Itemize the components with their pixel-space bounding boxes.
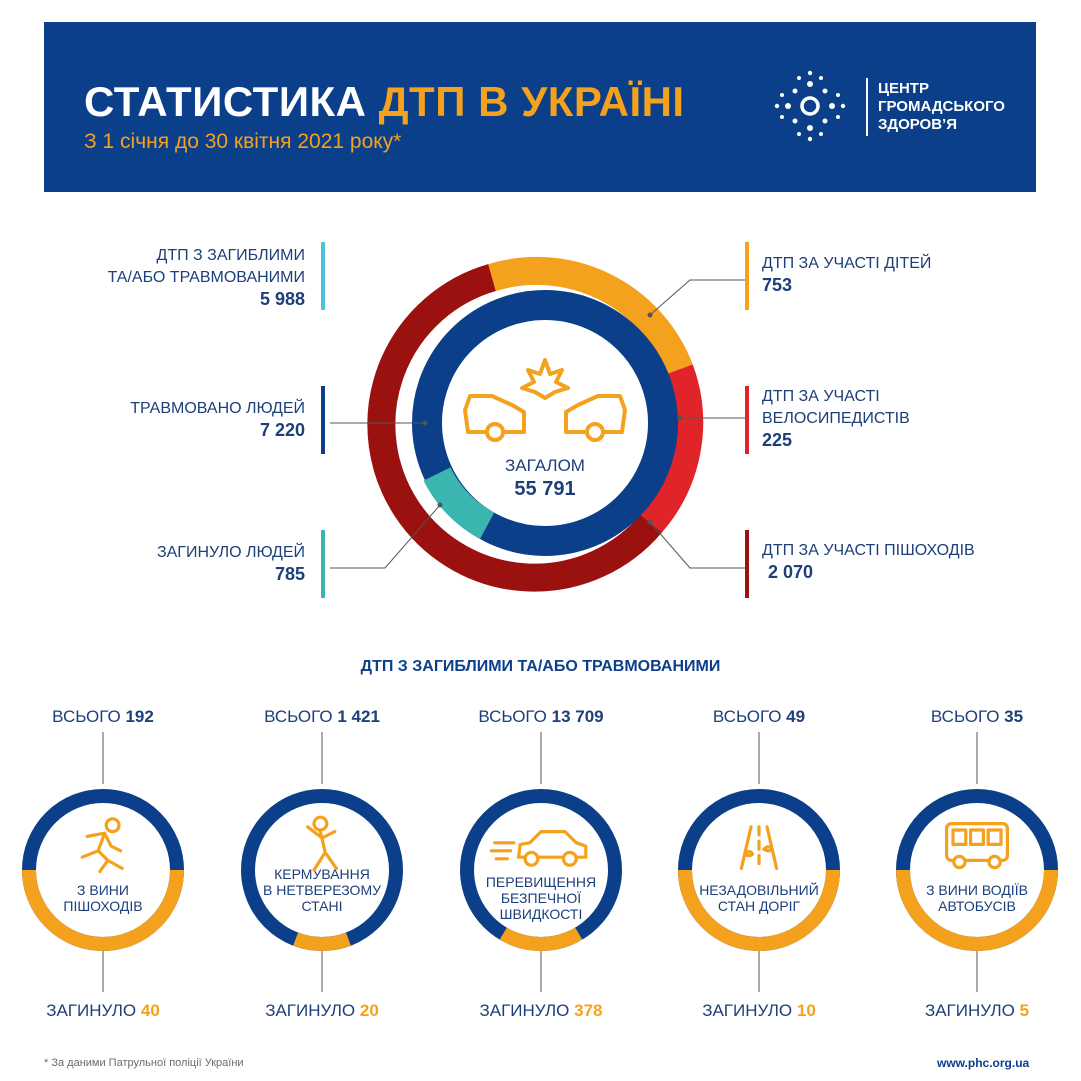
cause-killed: ЗАГИНУЛО 20: [265, 1001, 379, 1020]
cause-caption: З ВИНИ ВОДІЇВ АВТОБУСІВ: [926, 882, 1028, 914]
causes-graphics: [22, 732, 1058, 992]
cause-total: ВСЬОГО 13 709: [478, 707, 604, 726]
stat-injured: ТРАВМОВАНО ЛЮДЕЙ 7 220: [60, 398, 305, 441]
donut-center-value: 55 791: [514, 478, 576, 500]
stat-pedestrians: ДТП ЗА УЧАСТІ ПІШОХОДІВ 2 070: [762, 540, 1052, 583]
road-icon: [739, 825, 779, 871]
cause-killed: ЗАГИНУЛО 378: [479, 1001, 603, 1020]
stat-value: 2 070: [768, 562, 814, 582]
ring-segment-cyclists: [640, 364, 704, 533]
cause-total: ВСЬОГО 192: [52, 707, 154, 726]
cause-killed: ЗАГИНУЛО 10: [702, 1001, 816, 1020]
cause-caption: НЕЗАДОВІЛЬНИЙ СТАН ДОРІГ: [699, 882, 819, 914]
cause-fatal-arc: [678, 869, 840, 951]
ring-segment-killed: [423, 466, 495, 540]
cause-killed: ЗАГИНУЛО 40: [46, 1001, 160, 1020]
stat-label: ДТП ЗА УЧАСТІ ПІШОХОДІВ: [762, 542, 975, 559]
page-title: СТАТИСТИКА ДТП В УКРАЇНІ: [84, 78, 685, 125]
cause-caption: ПЕРЕВИЩЕННЯ БЕЗПЕЧНОЇ ШВИДКОСТІ: [485, 874, 597, 922]
car-crash-icon: [463, 358, 627, 442]
stat-cyclists: ДТП ЗА УЧАСТІ ВЕЛОСИПЕДИСТІВ 225: [762, 386, 1022, 451]
stat-label: ДТП ЗА УЧАСТІ ДІТЕЙ: [762, 255, 932, 272]
stat-children: ДТП ЗА УЧАСТІ ДІТЕЙ 753: [762, 253, 1022, 296]
donut-center: ЗАГАЛОМ 55 791: [470, 456, 620, 501]
stat-killed: ЗАГИНУЛО ЛЮДЕЙ 785: [60, 542, 305, 585]
stat-bar: [745, 386, 749, 454]
section-title: ДТП З ЗАГИБЛИМИ ТА/АБО ТРАВМОВАНИМИ: [360, 658, 721, 675]
cause-caption: КЕРМУВАННЯ В НЕТВЕРЕЗОМУ СТАНІ: [262, 866, 381, 914]
header-banner: [44, 22, 1036, 192]
bus-icon: [944, 821, 1010, 870]
cause-total: ВСЬОГО 1 421: [264, 707, 380, 726]
footnote: * За даними Патрульної поліції України: [44, 1057, 244, 1069]
stat-value: 7 220: [259, 420, 305, 440]
stat-value: 225: [762, 430, 793, 450]
drunk-person-icon: [305, 815, 339, 872]
ring-segment-children: [487, 256, 693, 375]
phc-logo-icon: [774, 70, 846, 142]
stat-label: ДТП З ЗАГИБЛИМИ ТА/АБО ТРАВМОВАНИМИ: [107, 247, 305, 286]
stat-bar: [321, 242, 325, 310]
stat-label: ДТП ЗА УЧАСТІ ВЕЛОСИПЕДИСТІВ: [762, 388, 910, 427]
logo-text: ЦЕНТР ГРОМАДСЬКОГО ЗДОРОВ’Я: [878, 80, 1005, 133]
cause-fatal-arc: [499, 927, 583, 951]
cause-ring: [460, 789, 622, 951]
stat-bar: [321, 386, 325, 454]
speeding-car-icon: [489, 829, 588, 867]
logo-divider: [866, 78, 868, 136]
stat-bar: [745, 530, 749, 598]
stat-killed-or-injured: ДТП З ЗАГИБЛИМИ ТА/АБО ТРАВМОВАНИМИ 5 98…: [60, 245, 305, 310]
stat-bar: [745, 242, 749, 310]
stat-label: ЗАГИНУЛО ЛЮДЕЙ: [156, 544, 305, 561]
stat-value: 5 988: [259, 289, 305, 309]
stat-value: 753: [762, 275, 793, 295]
stat-label: ТРАВМОВАНО ЛЮДЕЙ: [130, 400, 305, 417]
cause-caption: З ВИНИ ПІШОХОДІВ: [63, 882, 143, 914]
donut-center-label: ЗАГАЛОМ: [505, 456, 585, 475]
cause-fatal-arc: [22, 869, 184, 951]
donut-chart: [330, 256, 745, 592]
cause-killed: ЗАГИНУЛО 5: [924, 1001, 1030, 1020]
stat-value: 785: [274, 564, 305, 584]
cause-fatal-arc: [293, 932, 351, 951]
ring-segment-pedestrians: [367, 264, 662, 592]
stat-bar: [321, 530, 325, 598]
cause-total: ВСЬОГО 49: [712, 707, 806, 726]
cause-fatal-arc: [896, 869, 1058, 951]
running-person-icon: [80, 817, 124, 874]
page-subtitle: З 1 січня до 30 квітня 2021 року*: [84, 130, 402, 153]
website-link[interactable]: www.phc.org.ua: [937, 1056, 1030, 1070]
cause-total: ВСЬОГО 35: [930, 707, 1024, 726]
